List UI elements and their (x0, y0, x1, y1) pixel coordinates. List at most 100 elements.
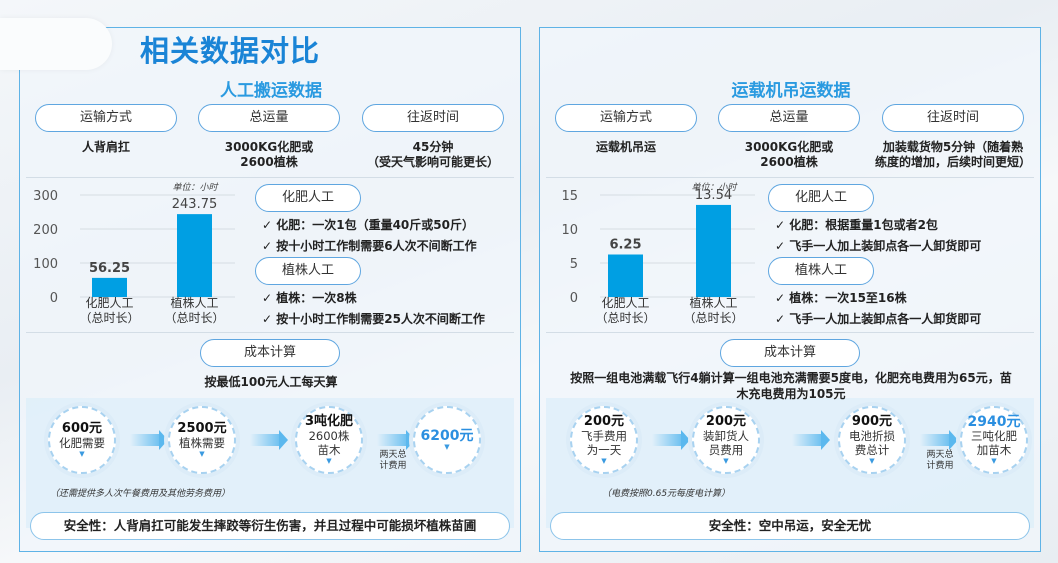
check-item: ✓ 飞手一人加上装卸点各一人卸货即可 (775, 312, 982, 326)
y-tick-label: 200 (33, 223, 58, 238)
safety-note: 安全性：空中吊运，安全无忧 (550, 512, 1030, 540)
value-2: 加装载货物5分钟（随着熟 练度的增加，后续时间更短） (874, 140, 1031, 169)
bar (177, 214, 212, 297)
arrow-icon (250, 430, 288, 450)
check-item: ✓ 植株：一次8株 (262, 291, 357, 305)
pill-transport-method: 运输方式 (35, 104, 177, 132)
cost-amount: 200元 (705, 414, 747, 429)
arrow-icon (792, 430, 830, 450)
check-item: ✓ 按十小时工作制需要25人次不间断工作 (262, 312, 485, 326)
data-label: 243.75 (172, 197, 218, 212)
check-item: ✓ 植株：一次15至16株 (775, 291, 907, 305)
data-label: 13.54 (695, 188, 732, 203)
unit-label: 单位：小时 (172, 182, 219, 193)
check-item: ✓ 化肥：一次1包（重量40斤或50斤） (262, 218, 474, 232)
y-tick-label: 0 (50, 291, 58, 306)
cost-desc: 三吨化肥 加苗木 (971, 429, 1017, 457)
divider (546, 332, 1034, 333)
data-label: 56.25 (89, 261, 130, 276)
bar (608, 254, 643, 297)
pill-total-volume: 总运量 (198, 104, 340, 132)
cost-desc: 植株需要 (179, 436, 225, 450)
y-tick-label: 300 (33, 189, 58, 204)
cost-desc: 飞手费用 为一天 (581, 429, 627, 457)
value-2: 45分钟 （受天气影响可能更长） (366, 140, 499, 169)
total-cost-label: 两天总 计费用 (926, 450, 954, 471)
divider (546, 177, 1034, 178)
check-item: ✓ 飞手一人加上装卸点各一人卸货即可 (775, 239, 982, 253)
cost-note: （电费按照0.65元每度电计算） (602, 489, 731, 499)
y-tick-label: 15 (561, 189, 578, 204)
cost-amount: 6200元 (420, 428, 474, 444)
group-label: 植株人工 (255, 257, 361, 285)
cost-circle: 2500元 植株需要 ▼ (168, 406, 236, 474)
value-1: 3000KG化肥或 2600植株 (224, 140, 314, 169)
check-item: ✓ 化肥：根据重量1包或者2包 (775, 218, 938, 232)
manual-panel: 人工搬运数据 运输方式 总运量 往返时间 人背肩扛 3000KG化肥或 2600植株 45分… (19, 27, 521, 552)
value-0: 人背肩扛 (81, 140, 130, 154)
down-triangle-icon: ▼ (991, 457, 997, 465)
title-tab (0, 18, 112, 70)
cost-description: 按最低100元人工每天算 (204, 375, 338, 389)
group-label: 化肥人工 (255, 184, 361, 212)
arrow-icon (377, 430, 415, 450)
drone-panel: 运载机吊运数据 运输方式 总运量 往返时间 运载机吊运 3000KG化肥或 2600植株 加… (539, 27, 1041, 552)
x-tick-label: （总时长） (595, 311, 655, 325)
y-tick-label: 10 (561, 223, 578, 238)
cost-circle: 2940元 三吨化肥 加苗木 ▼ (960, 406, 1028, 474)
down-triangle-icon: ▼ (199, 450, 205, 458)
bar-chart: 010020030056.25化肥人工（总时长）243.75植株人工（总时长）单… (33, 182, 235, 325)
y-tick-label: 5 (570, 257, 578, 272)
x-tick-label: 植株人工 (170, 295, 218, 310)
divider (26, 177, 514, 178)
cost-label: 成本计算 (200, 339, 340, 367)
cost-desc: 电池折损 费总计 (849, 429, 895, 457)
x-tick-label: 化肥人工 (85, 296, 133, 310)
arrow-icon (652, 430, 690, 450)
y-tick-label: 100 (33, 257, 58, 272)
data-label: 6.25 (609, 238, 641, 253)
cost-amount: 600元 (61, 421, 103, 436)
cost-circle: 900元 电池折损 费总计 ▼ (838, 406, 906, 474)
cost-circle: 6200元 ▼ (413, 406, 481, 474)
pill-round-trip-time: 往返时间 (362, 104, 504, 132)
cost-note: （还需提供多人次午餐费用及其他劳务费用） (50, 489, 231, 499)
cost-circle: 200元 装卸货人 员费用 ▼ (692, 406, 760, 474)
group-label: 化肥人工 (768, 184, 874, 212)
unit-label: 单位：小时 (691, 182, 738, 193)
down-triangle-icon: ▼ (723, 457, 729, 465)
cost-description: 按照一组电池满载飞行4躺计算一组电池充满需要5度电，化肥充电费用为65元，苗 木… (570, 371, 1012, 401)
x-tick-label: 化肥人工 (601, 296, 649, 310)
section-title: 运载机吊运数据 (731, 81, 851, 101)
down-triangle-icon: ▼ (326, 457, 332, 465)
down-triangle-icon: ▼ (869, 457, 875, 465)
total-cost-label: 两天总 计费用 (379, 450, 407, 471)
down-triangle-icon: ▼ (601, 457, 607, 465)
pill-transport-method: 运输方式 (555, 104, 697, 132)
safety-note: 安全性：人背肩扛可能发生摔跤等衍生伤害，并且过程中可能损坏植株苗圃 (30, 512, 510, 540)
page-title: 相关数据对比 (140, 34, 321, 68)
cost-amount: 3吨化肥 (304, 414, 354, 429)
cost-label: 成本计算 (720, 339, 860, 367)
x-tick-label: （总时长） (79, 311, 139, 325)
arrow-icon (920, 430, 958, 450)
arrow-icon (130, 430, 168, 450)
cost-circle: 3吨化肥 2600株 苗木 ▼ (295, 406, 363, 474)
pill-total-volume: 总运量 (718, 104, 860, 132)
pill-round-trip-time: 往返时间 (882, 104, 1024, 132)
cost-amount: 900元 (851, 414, 893, 429)
down-triangle-icon: ▼ (444, 443, 450, 451)
bar (696, 204, 731, 297)
bar (92, 277, 127, 297)
cost-amount: 2940元 (967, 414, 1021, 430)
x-tick-label: 植株人工 (689, 295, 737, 310)
check-item: ✓ 按十小时工作制需要6人次不间断工作 (262, 239, 477, 253)
cost-amount: 2500元 (177, 421, 227, 436)
cost-desc: 装卸货人 员费用 (703, 429, 749, 457)
cost-circle: 600元 化肥需要 ▼ (48, 406, 116, 474)
group-label: 植株人工 (768, 257, 874, 285)
value-1: 3000KG化肥或 2600植株 (744, 140, 834, 169)
x-tick-label: （总时长） (683, 311, 743, 325)
y-tick-label: 0 (570, 291, 578, 306)
